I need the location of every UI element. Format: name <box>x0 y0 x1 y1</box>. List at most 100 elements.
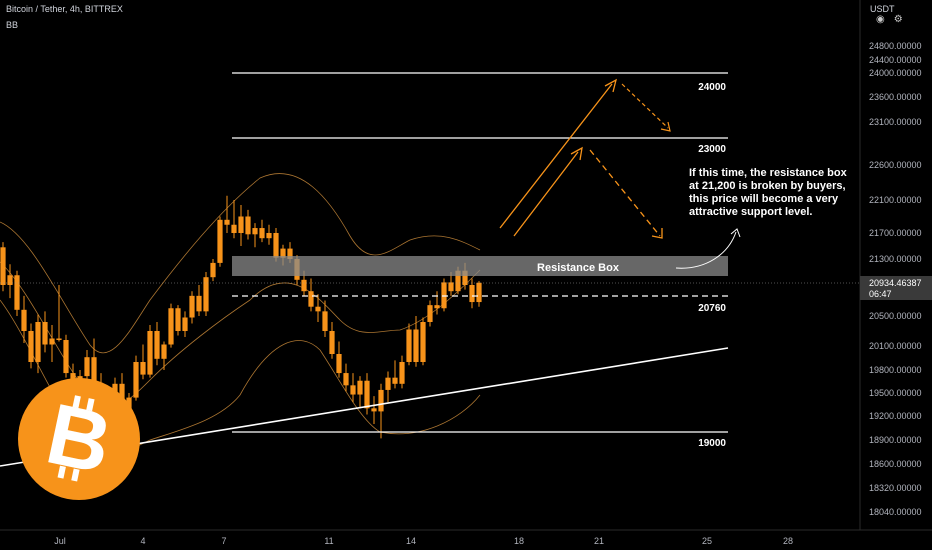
time-tick-label: 18 <box>514 536 524 546</box>
candle-body <box>357 380 363 395</box>
price-tick-label: 21300.00000 <box>869 254 922 264</box>
arrow-head <box>604 78 617 93</box>
candle-body <box>399 362 405 384</box>
price-tick-label: 19200.00000 <box>869 411 922 421</box>
candle-body <box>308 291 314 307</box>
candle-body <box>462 270 468 285</box>
time-axis[interactable]: Jul 4 7 11 14 18 21 25 28 <box>0 529 932 546</box>
candle-body <box>175 308 181 331</box>
annotation-text: If this time, the resistance box at 21,2… <box>689 167 847 218</box>
price-tick-label: 22100.00000 <box>869 195 922 205</box>
candle-body <box>63 340 69 374</box>
time-tick-label: Jul <box>54 536 66 546</box>
candle-body <box>280 248 286 258</box>
indicator-label[interactable]: BB <box>6 20 19 30</box>
candle-body <box>140 362 146 375</box>
price-tick-label: 23100.00000 <box>869 117 922 127</box>
price-tick-label: 24000.00000 <box>869 68 922 78</box>
candle-body <box>168 308 174 345</box>
chart-tools: ◉ ⚙ <box>876 14 903 25</box>
candle-body <box>91 357 97 389</box>
level-label-23000: 23000 <box>698 144 726 155</box>
candle-body <box>336 354 342 374</box>
current-price-tag <box>860 276 932 300</box>
price-tick-label: 23600.00000 <box>869 92 922 102</box>
price-axis[interactable]: 24800.00000 24400.00000 24000.00000 23600.0… <box>859 0 932 530</box>
eye-icon[interactable]: ◉ <box>876 14 885 25</box>
time-tick-label: 11 <box>324 536 333 546</box>
candle-body <box>434 305 440 309</box>
time-tick-label: 25 <box>702 536 712 546</box>
candle-body <box>133 362 139 398</box>
candle-body <box>210 262 216 278</box>
candle-body <box>28 331 34 362</box>
candle-body <box>196 295 202 312</box>
bitcoin-logo: B <box>18 378 140 500</box>
candle-body <box>84 357 90 377</box>
time-tick-label: 14 <box>406 536 416 546</box>
candle-body <box>350 385 356 395</box>
candle-body <box>301 279 307 292</box>
candle-body <box>56 338 62 340</box>
time-tick-label: 28 <box>783 536 793 546</box>
candle-body <box>217 219 223 263</box>
price-tick-label: 21700.00000 <box>869 228 922 238</box>
time-tick-label: 4 <box>140 536 145 546</box>
arrow-down-dashed-2 <box>589 149 661 237</box>
level-label-20760: 20760 <box>698 303 726 314</box>
price-tick-label: 22600.00000 <box>869 160 922 170</box>
candle-body <box>378 389 384 412</box>
candle-body <box>49 338 55 345</box>
time-tick-label: 7 <box>221 536 226 546</box>
candle-body <box>315 306 321 312</box>
candle-body <box>259 228 265 239</box>
candle-body <box>343 373 349 386</box>
price-tick-label: 18900.00000 <box>869 435 922 445</box>
currency-label: USDT <box>870 4 895 14</box>
bollinger-band-1 <box>0 173 481 354</box>
settings-icon[interactable]: ⚙ <box>893 14 903 25</box>
candle-body <box>231 224 237 233</box>
candle-body <box>322 311 328 331</box>
arrow-head <box>730 228 741 238</box>
arrow-head <box>660 121 671 132</box>
annotation-pointer <box>675 231 737 269</box>
time-tick-label: 21 <box>594 536 604 546</box>
candle-body <box>406 329 412 362</box>
level-label-24000: 24000 <box>698 82 726 93</box>
price-tick-label: 18040.00000 <box>869 507 922 517</box>
candle-body <box>385 377 391 390</box>
chart-title: Bitcoin / Tether, 4h, BITTREX <box>6 4 123 14</box>
candle-body <box>42 322 48 345</box>
candle-body <box>287 248 293 259</box>
candle-body <box>203 277 209 312</box>
candle-body <box>14 275 20 310</box>
arrow-head <box>570 146 583 161</box>
arrow-head <box>651 228 663 239</box>
current-price-value: 20934.46387 <box>869 278 922 288</box>
resistance-box <box>232 256 728 276</box>
candle-body <box>441 282 447 309</box>
arrow-down-dashed-1 <box>621 83 669 129</box>
arrow-up-to-23000 <box>513 151 579 237</box>
level-label-19000: 19000 <box>698 438 726 449</box>
candle-body <box>21 309 27 331</box>
candle-body <box>7 275 13 285</box>
candle-body <box>266 233 272 239</box>
price-tick-label: 20500.00000 <box>869 311 922 321</box>
candle-body <box>161 344 167 359</box>
candle-body <box>238 216 244 233</box>
candle-body <box>427 305 433 322</box>
candle-body <box>252 228 258 235</box>
candle-body <box>420 322 426 362</box>
price-tick-label: 24400.00000 <box>869 55 922 65</box>
candle-body <box>147 331 153 375</box>
candle-body <box>469 285 475 303</box>
candle-body <box>371 408 377 412</box>
candle-body <box>329 331 335 354</box>
price-countdown: 06:47 <box>869 289 892 299</box>
candle-body <box>413 329 419 362</box>
candle-body <box>273 233 279 258</box>
candle-body <box>154 331 160 359</box>
price-tick-label: 18320.00000 <box>869 483 922 493</box>
